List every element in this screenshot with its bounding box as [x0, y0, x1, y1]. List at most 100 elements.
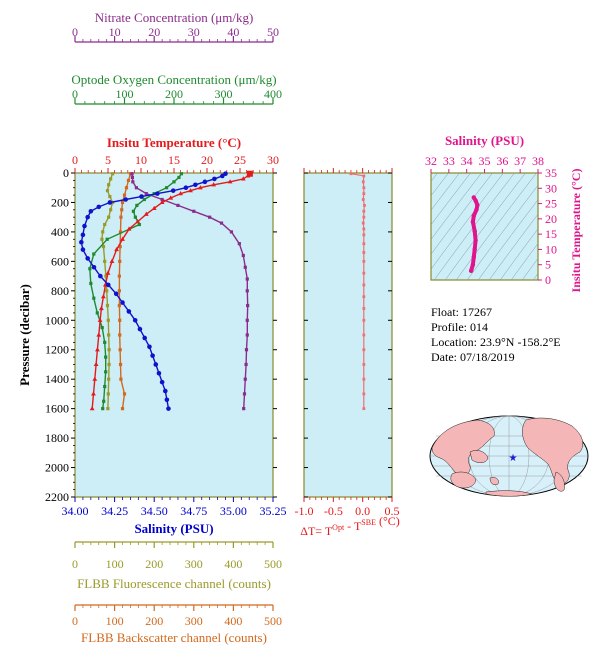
- salinity-point: [85, 214, 90, 220]
- delta-t-panel: -1.0 -0.5 0.0 0.5ΔT= TOpt - TSBE (°C): [295, 168, 400, 538]
- delta-t-point: [361, 180, 365, 184]
- fluorescence-point: [111, 172, 115, 176]
- backscatter-axis-title: FLBB Backscatter channel (counts): [81, 630, 267, 645]
- backscatter-point: [119, 215, 123, 219]
- temperature-point: [114, 246, 119, 252]
- backscatter-series: [117, 172, 133, 411]
- fluorescence-point: [103, 259, 107, 263]
- ts-point: [472, 228, 477, 234]
- ts-y-tick-label: 10: [545, 242, 557, 256]
- salinity-point: [80, 232, 86, 238]
- nitrate-point: [244, 362, 248, 367]
- salinity-point: [88, 208, 94, 214]
- delta-t-point: [362, 348, 366, 352]
- y-tick-label: 0: [63, 166, 69, 180]
- y-tick-label: 1000: [45, 313, 69, 327]
- ts-x-tick-label: 36: [496, 154, 508, 168]
- temperature-point: [240, 176, 246, 181]
- salinity-tick-label: 34.00: [62, 504, 89, 518]
- delta-t-point: [362, 377, 366, 381]
- ts-point: [471, 213, 476, 218]
- temperature-tick-label: 20: [201, 153, 213, 167]
- bottom-axes: 0 100 200 300 400 500 FLBB Fluorescence channe…: [72, 541, 282, 645]
- delta-t-point: [349, 172, 353, 176]
- fluorescence-point: [108, 194, 112, 199]
- ts-contour: [477, 199, 538, 280]
- y-tick-label: 400: [51, 225, 69, 239]
- nitrate-axis-title: Nitrate Concentration (μm/kg): [95, 10, 254, 25]
- salinity-point: [155, 191, 160, 196]
- nitrate-point: [237, 242, 241, 246]
- temperature-point: [135, 219, 141, 224]
- delta-t-point: [362, 333, 366, 337]
- salinity-point: [147, 344, 152, 350]
- oxygen-point: [89, 281, 93, 286]
- backscatter-point: [120, 407, 125, 411]
- backscatter-point: [118, 333, 122, 337]
- nitrate-point: [245, 333, 249, 337]
- oxygen-point: [92, 296, 96, 300]
- fluorescence-point: [109, 208, 113, 212]
- salinity-tick-label: 34.75: [180, 504, 207, 518]
- salinity-point: [156, 370, 162, 376]
- fluorescence-tick-label: 200: [145, 557, 163, 571]
- y-tick-label: 1200: [45, 343, 69, 357]
- float-id: Float: 17267: [431, 305, 493, 319]
- fluorescence-tick-label: 0: [72, 557, 78, 571]
- temperature-point: [99, 305, 104, 311]
- fluorescence-point: [100, 237, 104, 241]
- delta-t-plot-area: [303, 172, 393, 498]
- temperature-point: [109, 258, 115, 263]
- temperature-point: [188, 188, 193, 193]
- backscatter-tick-label: 500: [264, 614, 282, 628]
- temperature-point: [120, 236, 125, 241]
- fluorescence-point: [107, 183, 111, 187]
- fluorescence-point: [105, 189, 110, 193]
- float-location-marker: ★: [509, 453, 518, 464]
- ts-contour: [431, 173, 493, 255]
- salinity-point: [105, 282, 111, 288]
- delta-t-point: [362, 209, 366, 213]
- oxygen-point: [102, 399, 106, 403]
- oxygen-point: [142, 197, 146, 202]
- backscatter-point: [117, 303, 121, 308]
- oxygen-tick-label: 100: [116, 87, 134, 101]
- temperature-point: [89, 406, 95, 411]
- backscatter-point: [120, 200, 125, 205]
- temperature-point: [100, 294, 106, 299]
- ts-contour: [431, 173, 471, 226]
- oxygen-point: [172, 180, 176, 184]
- temperature-tick-label: 30: [267, 153, 279, 167]
- y-tick-label: 800: [51, 284, 69, 298]
- delta-t-point: [362, 174, 366, 178]
- nitrate-point: [242, 392, 247, 396]
- delta-t-point: [362, 392, 366, 396]
- temperature-tick-label: 0: [72, 153, 78, 167]
- fluorescence-point: [101, 245, 106, 249]
- ts-point: [472, 247, 477, 252]
- ts-x-axis-title: Salinity (PSU): [445, 133, 524, 148]
- nitrate-point: [246, 303, 250, 308]
- delta-t-point: [362, 318, 366, 322]
- nitrate-point: [130, 172, 134, 176]
- backscatter-point: [124, 186, 129, 190]
- salinity-point: [137, 326, 143, 332]
- ts-contour: [488, 213, 538, 280]
- ts-y-tick-label: 20: [545, 212, 557, 226]
- oxygen-point: [133, 215, 137, 219]
- delta-t-series: [349, 172, 366, 411]
- fluorescence-point: [107, 348, 111, 352]
- ts-x-tick-label: 37: [514, 154, 526, 168]
- oxygen-point: [88, 267, 92, 271]
- delta-t-point: [362, 242, 366, 246]
- delta-t-point: [362, 215, 366, 219]
- salinity-point: [220, 173, 225, 179]
- ts-y-axis-title: Insitu Temperature (°C): [569, 169, 583, 293]
- float-info: Float: 17267 Profile: 014 Location: 23.9…: [431, 305, 561, 365]
- main-plot-area: [74, 172, 274, 498]
- date: Date: 07/18/2019: [431, 350, 515, 364]
- nitrate-point: [245, 318, 249, 322]
- oxygen-point: [103, 340, 107, 344]
- salinity-point: [159, 379, 165, 385]
- profile-number: Profile: 014: [431, 320, 488, 334]
